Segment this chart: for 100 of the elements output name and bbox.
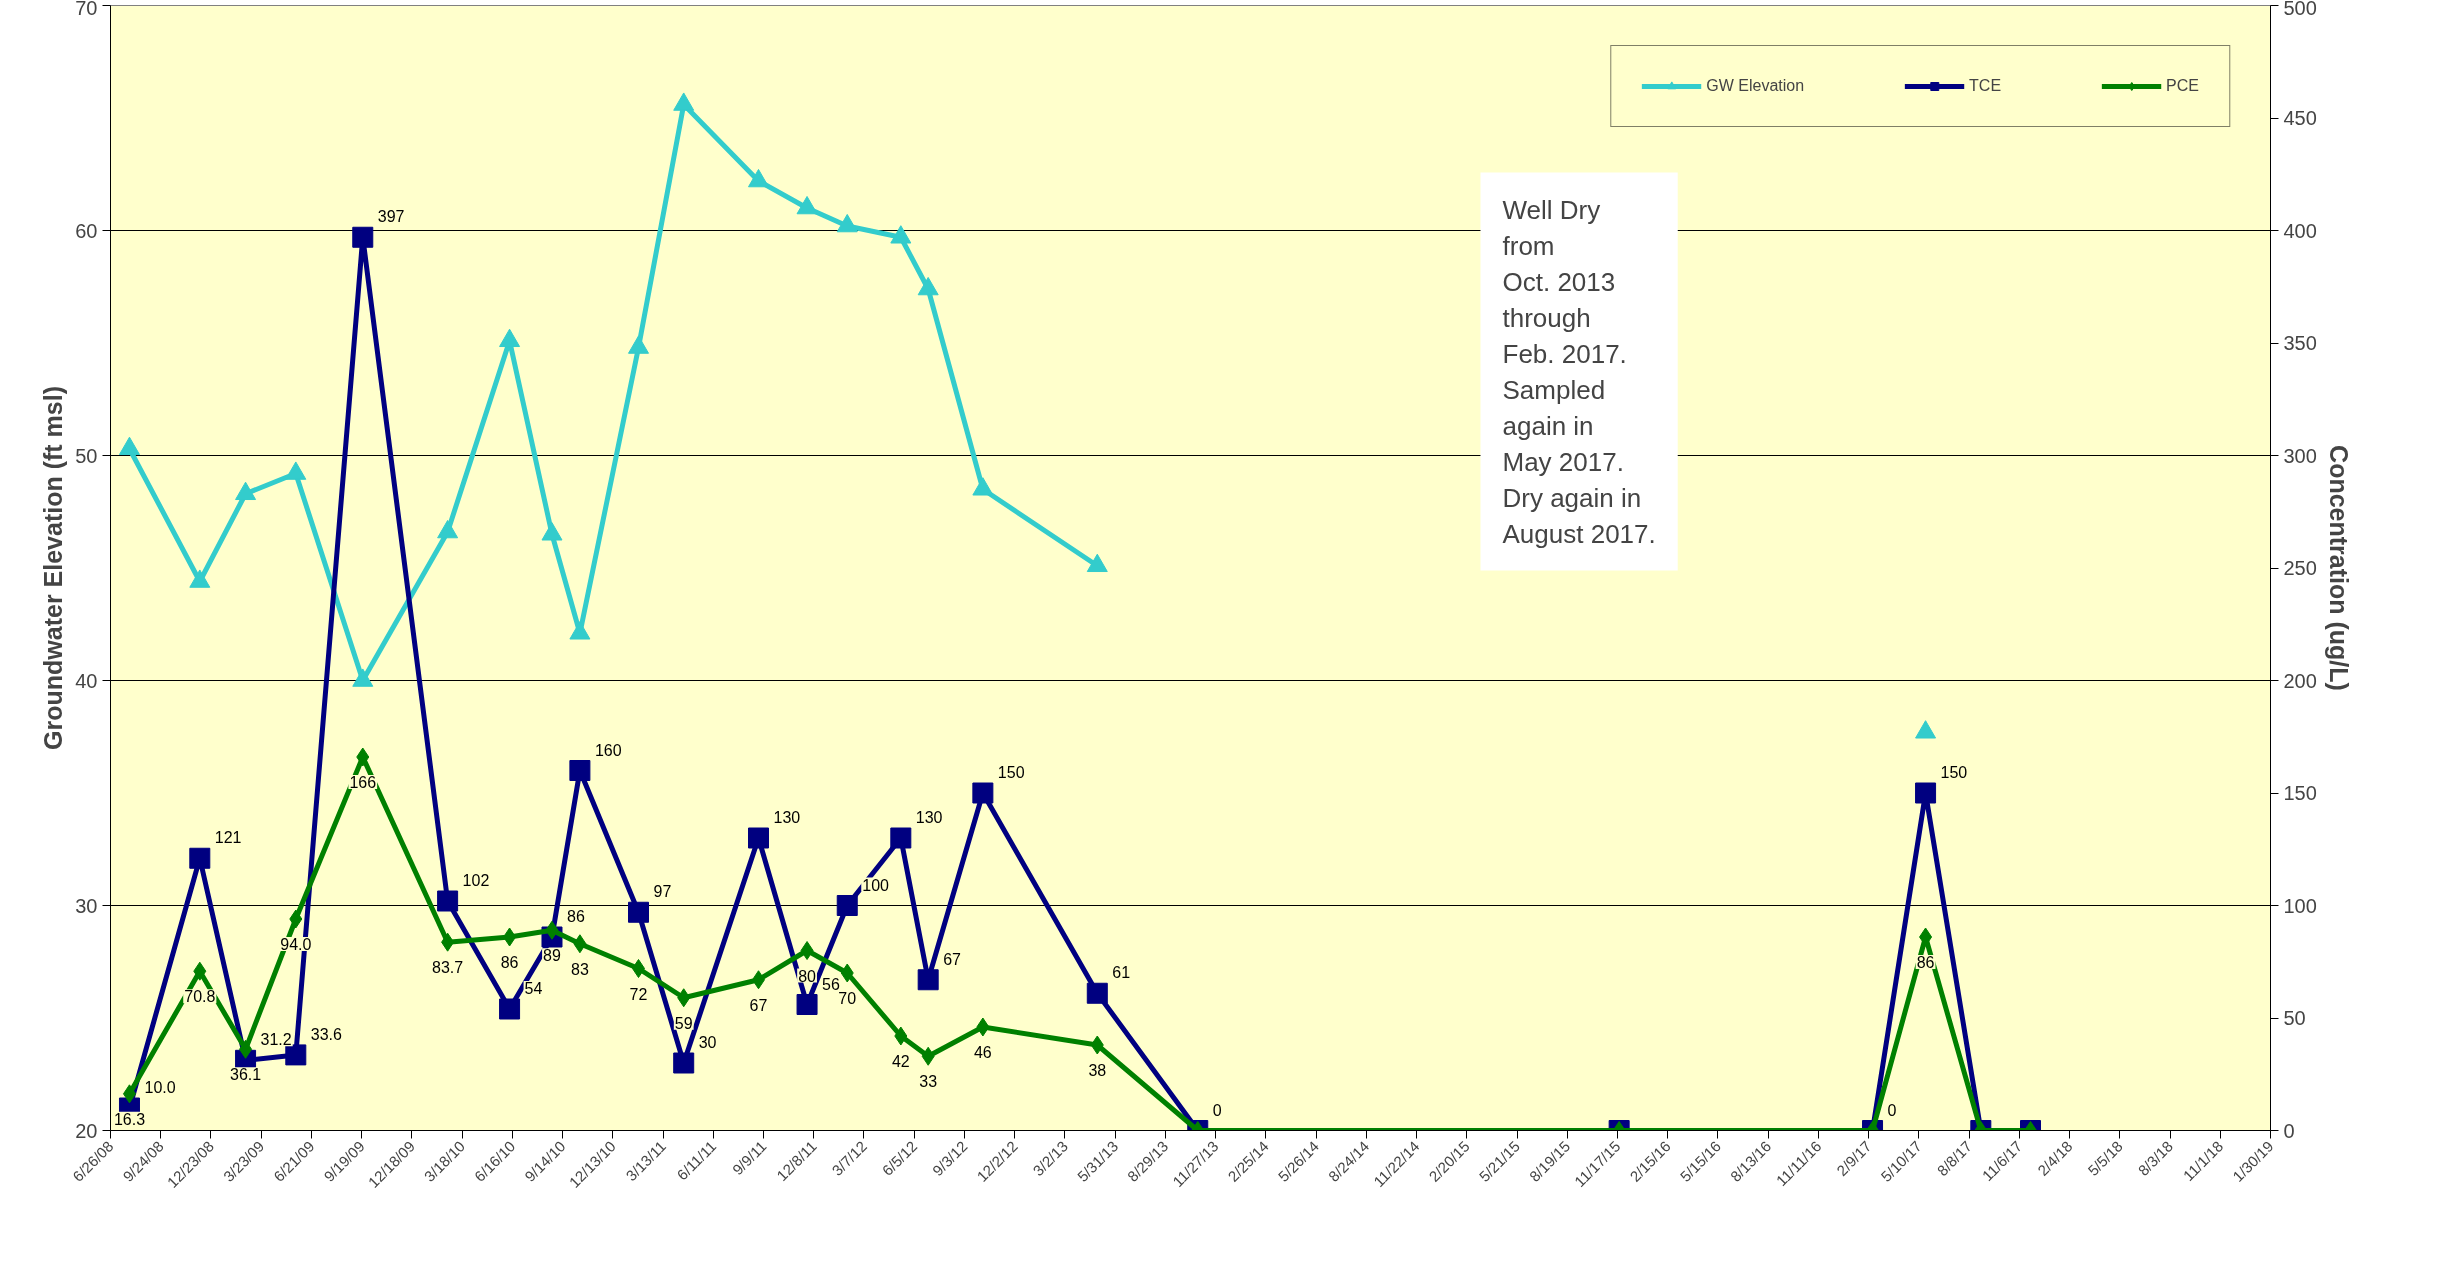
point bbox=[1086, 982, 1108, 1004]
data-label: 80 bbox=[798, 967, 817, 985]
point bbox=[917, 969, 939, 991]
y2-tick-label: 450 bbox=[2283, 107, 2317, 129]
data-label: 67 bbox=[749, 996, 768, 1014]
point bbox=[800, 941, 814, 960]
point bbox=[921, 1046, 935, 1066]
legend-label: GW Elevation bbox=[1706, 77, 1805, 95]
legend-label: TCE bbox=[1969, 77, 2002, 95]
point bbox=[118, 436, 140, 456]
y2-tick-label: 0 bbox=[2283, 1119, 2295, 1142]
y2-tick-label: 400 bbox=[2283, 219, 2317, 242]
point bbox=[541, 522, 563, 541]
y-tick-label: 20 bbox=[75, 1119, 98, 1142]
point bbox=[499, 328, 521, 348]
text: Well Dry from Oct. 2013 through Feb. 2017. Sampled again in May 2017. Dry again in August 2017. bbox=[1502, 194, 1656, 549]
data-label: 166 bbox=[349, 774, 377, 791]
data-label: 94.0 bbox=[280, 936, 312, 953]
data-label: 70.8 bbox=[184, 988, 216, 1006]
point bbox=[1915, 782, 1937, 804]
point bbox=[972, 477, 994, 496]
data-label: 42 bbox=[891, 1053, 910, 1070]
data-label: 130 bbox=[773, 809, 801, 826]
data-label: 83 bbox=[571, 960, 589, 978]
point bbox=[673, 1052, 695, 1074]
point bbox=[972, 782, 994, 804]
point bbox=[836, 895, 858, 916]
data-label: 54 bbox=[524, 980, 543, 997]
y-tick-label: 60 bbox=[75, 219, 98, 242]
point bbox=[1090, 1035, 1104, 1055]
point bbox=[285, 1044, 307, 1066]
point bbox=[673, 92, 695, 111]
point bbox=[628, 901, 649, 923]
y2-tick-label: 100 bbox=[2283, 894, 2317, 917]
point bbox=[796, 195, 818, 215]
y-tick-label: 50 bbox=[75, 444, 98, 467]
point bbox=[189, 569, 211, 588]
data-label: 83.7 bbox=[432, 959, 464, 977]
data-label: 46 bbox=[973, 1044, 992, 1061]
point bbox=[545, 920, 559, 940]
data-label: 61 bbox=[1112, 964, 1131, 982]
point bbox=[569, 760, 591, 781]
data-label: 0 bbox=[1887, 1101, 1897, 1119]
point bbox=[976, 1017, 990, 1037]
point bbox=[235, 481, 257, 501]
data-label: 0 bbox=[1212, 1101, 1222, 1119]
data-label: 36.1 bbox=[230, 1066, 262, 1084]
data-label: 100 bbox=[862, 876, 890, 894]
y2-tick-label: 250 bbox=[2283, 557, 2317, 579]
y-tick-label: 30 bbox=[75, 894, 98, 917]
y2-tick-label: 150 bbox=[2283, 782, 2317, 804]
data-label: 10.0 bbox=[144, 1079, 176, 1096]
data-label: 30 bbox=[698, 1034, 717, 1051]
data-label: 397 bbox=[377, 208, 405, 226]
point bbox=[748, 827, 769, 849]
y2-tick-label: 350 bbox=[2283, 332, 2317, 354]
legend-label: PCE bbox=[2166, 77, 2199, 95]
point bbox=[569, 621, 591, 640]
data-label: 33.6 bbox=[310, 1025, 343, 1043]
data-label: 86 bbox=[566, 908, 585, 925]
data-label: 160 bbox=[594, 741, 622, 759]
data-label: 86 bbox=[500, 954, 519, 971]
data-label: 150 bbox=[997, 764, 1025, 781]
point bbox=[917, 276, 939, 296]
point bbox=[890, 827, 912, 849]
y2-tick-label: 500 bbox=[2283, 0, 2317, 19]
y-tick-label: 40 bbox=[75, 669, 98, 692]
y2-tick-label: 200 bbox=[2283, 669, 2317, 692]
point bbox=[677, 988, 691, 1008]
point bbox=[499, 998, 521, 1020]
point bbox=[289, 909, 303, 929]
data-label: 130 bbox=[915, 809, 943, 826]
data-label: 56 bbox=[822, 975, 840, 993]
point bbox=[189, 847, 211, 869]
y2-tick-label: 300 bbox=[2283, 444, 2317, 467]
data-label: 97 bbox=[653, 883, 672, 901]
point bbox=[796, 994, 818, 1015]
point bbox=[836, 213, 858, 233]
data-label: 70 bbox=[838, 990, 857, 1007]
data-label: 121 bbox=[214, 829, 242, 847]
point bbox=[890, 225, 912, 244]
data-label: 67 bbox=[943, 950, 962, 968]
point bbox=[503, 927, 517, 947]
data-label: 33 bbox=[919, 1073, 938, 1091]
point bbox=[239, 1039, 253, 1059]
data-label: 72 bbox=[629, 985, 648, 1003]
data-label: 59 bbox=[674, 1014, 693, 1032]
data-label: 16.3 bbox=[113, 1110, 146, 1128]
point bbox=[628, 335, 649, 354]
y-axis-title: Groundwater Elevation (ft msl) bbox=[39, 386, 68, 750]
point bbox=[352, 226, 374, 248]
data-label: 150 bbox=[1940, 764, 1968, 781]
point bbox=[352, 668, 374, 687]
data-label: 102 bbox=[462, 872, 490, 889]
data-label: 31.2 bbox=[260, 1031, 292, 1049]
point bbox=[1915, 720, 1937, 739]
y2-axis-title: Concentration (ug/L) bbox=[2324, 445, 2353, 691]
point bbox=[437, 519, 459, 539]
data-label: 86 bbox=[1916, 954, 1935, 971]
point bbox=[573, 934, 587, 954]
